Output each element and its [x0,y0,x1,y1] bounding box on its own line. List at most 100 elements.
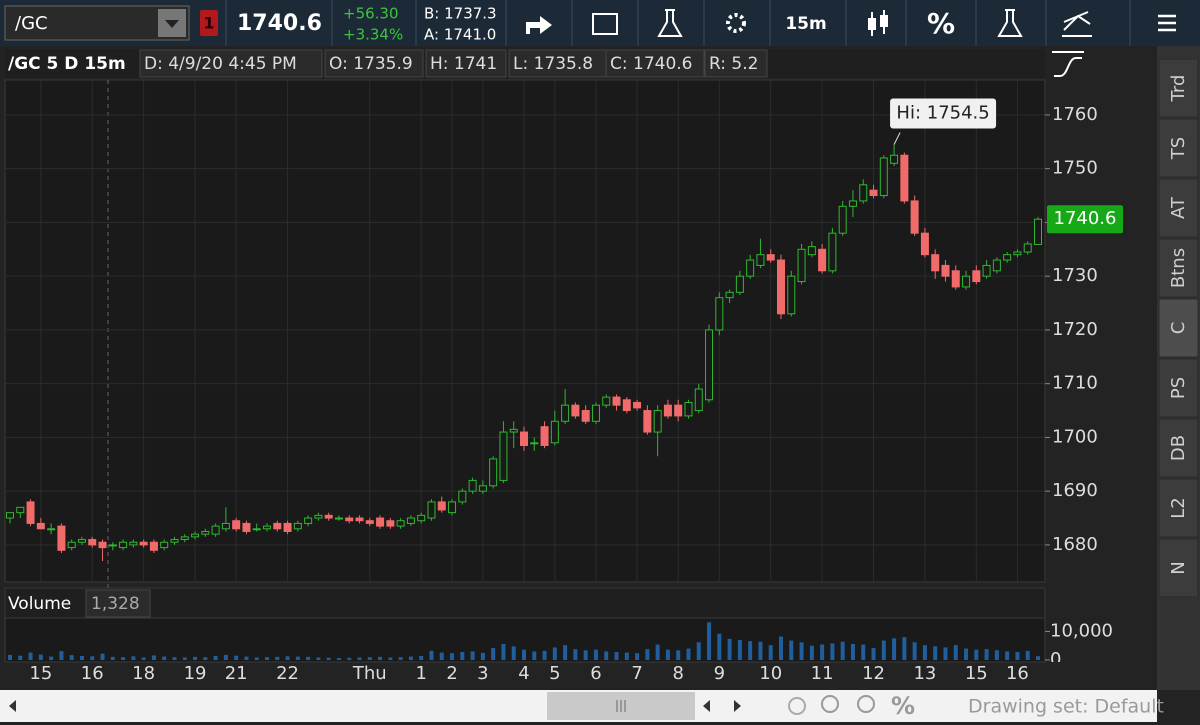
volume-bar [686,648,691,660]
zoom-out-icon[interactable] [857,695,875,713]
candle-body [365,520,374,524]
volume-title: Volume [8,594,71,614]
candle-body [509,428,518,433]
candle-body [139,541,148,546]
dropdown-arrow [165,20,179,28]
studies-icon[interactable] [657,9,683,37]
candle-body [283,522,292,532]
open-readout: O: 1735.9 [329,54,413,74]
sidebar-tab[interactable] [1158,298,1199,358]
candle-body [1023,243,1032,253]
volume-bar [193,656,198,660]
candle-body [180,536,189,541]
high-leader [893,132,901,145]
volume-bar [994,650,999,660]
candle-body [232,520,241,530]
volume-bar [378,656,383,660]
candle-body [684,401,693,417]
timeframe[interactable]: 15m [785,14,826,34]
alert-badge-box[interactable] [200,10,218,36]
volume-bar [881,640,886,660]
candle-body [406,517,415,524]
candle-body [242,522,251,532]
candle-body [448,501,457,514]
drawing-set[interactable]: Drawing set: Default [968,696,1164,718]
candle-body [705,329,714,401]
volume-plot: 0 10,000 [8,620,1113,662]
candle-body [129,541,138,546]
volume-bar [182,657,187,660]
sidebar-tab[interactable] [1158,238,1199,298]
volume-bar [234,655,239,660]
volume-bar [809,645,814,660]
volume-bar [347,657,352,660]
high-label: Hi: 1754.5 [896,102,989,123]
volume-bar [265,657,269,660]
x-tick-label: 9 [714,663,725,684]
x-tick-label: 11 [811,663,834,684]
readout-box [704,49,768,78]
sidebar-tab[interactable] [1158,178,1199,238]
sidebar-tab[interactable] [1158,538,1199,598]
menu-icon[interactable] [1158,14,1176,32]
readout-box [425,49,507,78]
candle-body [273,522,282,530]
volume-bar [645,649,650,660]
sidebar-tab-label: TS [1168,137,1189,160]
sidebar-tab-label: AT [1168,196,1189,219]
ask: A: 1741.0 [424,26,496,44]
volume-bar [1025,650,1030,660]
flag-icon[interactable] [592,13,618,35]
symbol[interactable]: /GC [15,13,48,34]
volume-bar [779,636,783,660]
volume-bar [892,638,897,660]
readout-box [324,49,424,78]
zoom-in-icon[interactable] [821,695,839,713]
candle-body [345,517,354,522]
sidebar-tab[interactable] [1158,418,1199,478]
volume-bar [522,649,526,660]
strategies-icon[interactable] [997,9,1023,37]
scroll-back[interactable] [703,700,710,712]
drawing-icon[interactable] [1062,11,1092,37]
sidebar-tab[interactable] [1158,358,1199,418]
candle-body [293,522,302,530]
readout-box [605,49,705,78]
volume-bar [59,651,64,660]
volume-bar [840,641,845,660]
study-title: /GC 5 D 15m [8,54,126,74]
volume-bar [8,654,12,660]
bid: B: 1737.3 [424,5,497,23]
sidebar-tab[interactable] [1158,118,1199,178]
candle-body [910,200,919,234]
volume-bar [964,648,969,660]
candle-body [386,520,395,527]
candle-body [571,404,580,417]
scroll-forward[interactable] [734,700,741,712]
candle-body [98,541,107,549]
y-tick-label: 1680 [1052,534,1098,555]
candle-body [890,154,899,164]
volume-bar [830,643,835,660]
candle-body [725,291,734,299]
settings-icon[interactable] [726,13,746,33]
percent-toggle[interactable]: % [927,7,955,40]
scroll-left[interactable] [9,700,16,712]
zoom-percent[interactable]: % [891,692,915,720]
volume-bar [336,658,341,660]
volume-bar [655,644,660,660]
volume-bar [974,649,979,660]
x-tick-label: 22 [276,663,299,684]
candle-body [715,297,724,331]
y-tick-label: 1760 [1052,104,1098,125]
x-tick-label: 5 [549,663,560,684]
candle-body [334,517,343,520]
volume-bar [408,656,413,660]
crosshair-icon[interactable] [788,697,806,715]
candle-body [26,501,35,524]
sidebar-tab[interactable] [1158,478,1199,538]
share-icon[interactable] [526,16,552,34]
volume-bar [635,653,640,660]
scale-icon[interactable] [1052,51,1084,77]
sidebar-tab[interactable] [1158,58,1199,118]
